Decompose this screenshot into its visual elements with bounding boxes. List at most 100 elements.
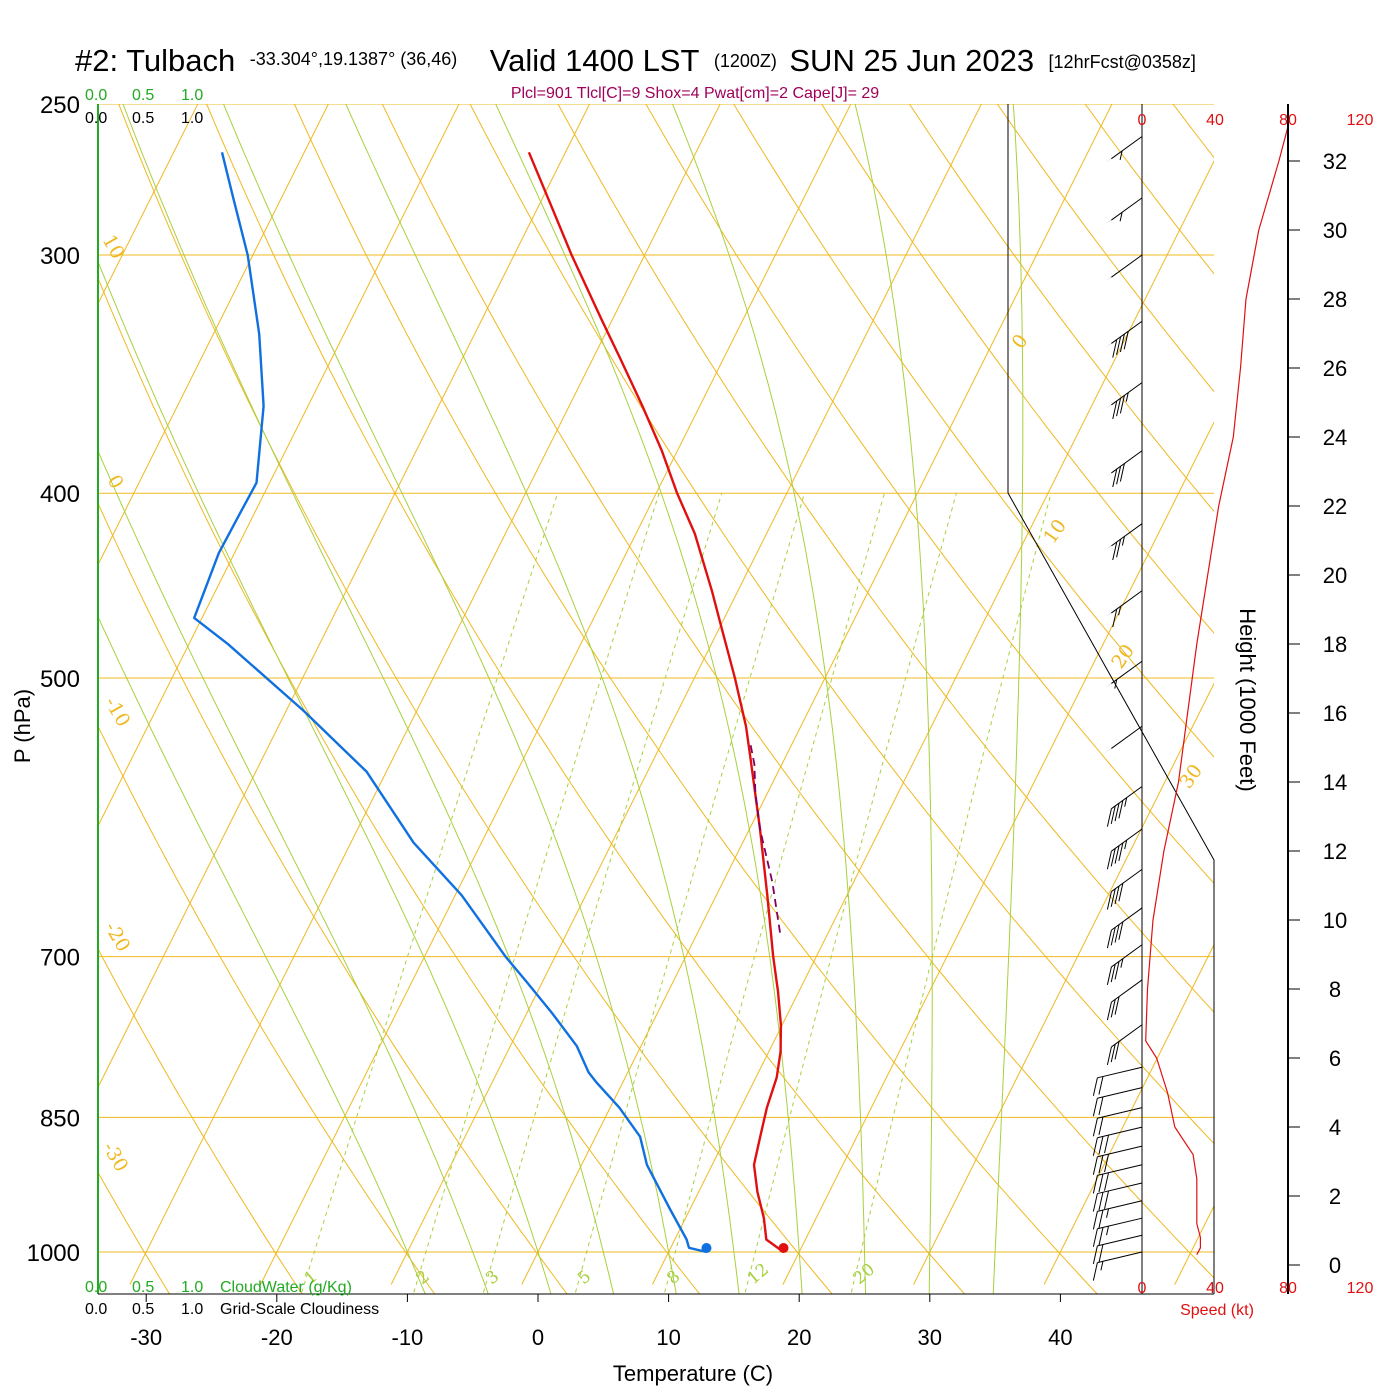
top-cloudiness-tick-0: 0.0 (85, 110, 107, 127)
wind-barb-full (1114, 961, 1120, 980)
dry-adiabat-293 (118, 104, 833, 1294)
wind-barb-staff (1111, 907, 1143, 931)
temp-tick-label-10: 10 (656, 1325, 680, 1350)
isotherm-30 (913, 682, 1214, 1285)
wind-barb-full (1106, 808, 1112, 827)
height-tick-label-6: 6 (1329, 1046, 1341, 1071)
speed-tick-bottom-80: 80 (1279, 1280, 1297, 1297)
bottom-cloudiness-tick-1: 0.5 (132, 1301, 154, 1318)
wind-barb-490 (1105, 660, 1143, 689)
wind-barb-half (1121, 536, 1125, 546)
utc-time: (1200Z) (714, 51, 777, 71)
mixing-ratio-1 (301, 493, 559, 1293)
wind-barb-pennant (1105, 401, 1116, 409)
wind-barb-980 (1092, 1234, 1143, 1264)
moist-adiabat-35 (992, 104, 1024, 1294)
wind-barb-full (1098, 1096, 1104, 1116)
moist-adiabat-30 (854, 104, 933, 1294)
moist-adiabat-10 (222, 104, 677, 1294)
pressure-label-850: 850 (40, 1105, 80, 1132)
wind-barb-pennant (1110, 212, 1122, 221)
wind-barb-staff (1111, 979, 1143, 1003)
wind-barb-325 (1105, 320, 1143, 358)
wind-barb-760 (1106, 1024, 1143, 1066)
wind-barb-full (1114, 885, 1120, 905)
dry-adiabat-263 (98, 725, 436, 1294)
height-tick-label-16: 16 (1323, 701, 1347, 726)
wind-barb-half (1119, 212, 1123, 222)
wind-barb-full (1116, 539, 1122, 558)
thermo-grid (0, 35, 1214, 1294)
bottom-cloudwater-tick-1: 0.5 (132, 1279, 154, 1296)
wind-barb-full (1092, 1137, 1098, 1156)
wind-barb-full (1092, 1077, 1098, 1096)
wind-barb-full (1106, 929, 1112, 949)
temp-tick-label--30: -30 (130, 1325, 162, 1350)
mixing-ratio-3 (483, 493, 723, 1293)
speed-label: Speed (kt) (1180, 1302, 1254, 1319)
height-axis-title: Height (1000 Feet) (1235, 608, 1260, 791)
surface-temperature-dot (778, 1243, 789, 1253)
mixing-ratio-label-20: 20 (850, 1260, 879, 1289)
dry-adiabat-373 (821, 104, 1214, 634)
wind-barb-staff (1111, 450, 1143, 474)
wind-barb-staff (1111, 828, 1143, 852)
wind-speed-line (1145, 126, 1289, 1255)
wind-barb-940 (1092, 1200, 1143, 1230)
wind-barb-full (1092, 1193, 1098, 1212)
wind-barb-380 (1105, 450, 1143, 488)
wind-barb-half (1124, 839, 1128, 850)
y-axis-title: P (hPa) (10, 689, 35, 763)
pressure-label-700: 700 (40, 945, 80, 972)
top-cloudwater-tick-2: 1.0 (181, 87, 203, 104)
dry-adiabat-label-4: -30 (98, 1138, 132, 1176)
plot-border (97, 104, 1215, 1295)
station-coords: -33.304°,19.1387° (36,46) (250, 49, 458, 69)
bottom-cloudwater-tick-0: 0.0 (85, 1279, 107, 1296)
svg-text:#2: Tulbach -33.304°,19.13: #2: Tulbach -33.304°,19.1387° (36,46) Va… (75, 43, 1196, 78)
mixing-ratio-label-5: 5 (574, 1267, 595, 1289)
speed-tick-bottom-40: 40 (1206, 1280, 1224, 1297)
wind-barb-full (1106, 1046, 1112, 1066)
isotherm--80 (0, 35, 102, 1285)
height-tick-label-26: 26 (1323, 356, 1347, 381)
wind-barb-staff (1097, 1107, 1143, 1119)
isotherm-0 (521, 104, 1113, 1285)
speed-tick-top-120: 120 (1347, 112, 1374, 129)
wind-barb-full (1118, 921, 1124, 940)
isotherm-40 (1043, 943, 1214, 1285)
height-tick-label-14: 14 (1323, 770, 1347, 795)
wind-barb-staff (1111, 868, 1143, 892)
wind-barb-1000 (1092, 1251, 1143, 1281)
isotherm--20 (260, 104, 852, 1285)
wind-barb-full (1110, 964, 1116, 983)
wind-barb-half (1119, 150, 1123, 161)
wind-barb-full (1123, 331, 1129, 350)
height-tick-label-4: 4 (1329, 1115, 1341, 1140)
wind-barb-full (1112, 339, 1118, 358)
pressure-label-400: 400 (40, 481, 80, 508)
moist-adiabat-25 (671, 104, 866, 1294)
dry-adiabat-303 (206, 104, 966, 1294)
wind-barb-full (1092, 1175, 1098, 1194)
wind-barb-860 (1092, 1126, 1143, 1156)
wind-barb-pennant (1105, 340, 1116, 348)
wind-barb-720 (1106, 979, 1143, 1021)
wind-barb-920 (1092, 1182, 1143, 1212)
pressure-label-1000: 1000 (27, 1240, 80, 1267)
wind-barb-full (1092, 1262, 1098, 1281)
mixing-ratio-20 (850, 493, 1052, 1293)
dry-adiabat-383 (908, 104, 1214, 513)
wind-barb-staff (1111, 944, 1143, 968)
wind-barb-staff (1097, 1126, 1143, 1139)
wind-barb-full (1114, 996, 1120, 1015)
wind-barb-full (1092, 1156, 1098, 1175)
speed-tick-bottom-0: 0 (1138, 1280, 1147, 1297)
wind-barb-450 (1105, 590, 1143, 628)
wind-barb-staff (1111, 590, 1143, 614)
wind-barb-staff (1097, 1087, 1143, 1099)
wind-barb-full (1098, 1173, 1104, 1193)
temp-tick-label-40: 40 (1048, 1325, 1072, 1350)
wind-barb-660 (1106, 907, 1143, 949)
